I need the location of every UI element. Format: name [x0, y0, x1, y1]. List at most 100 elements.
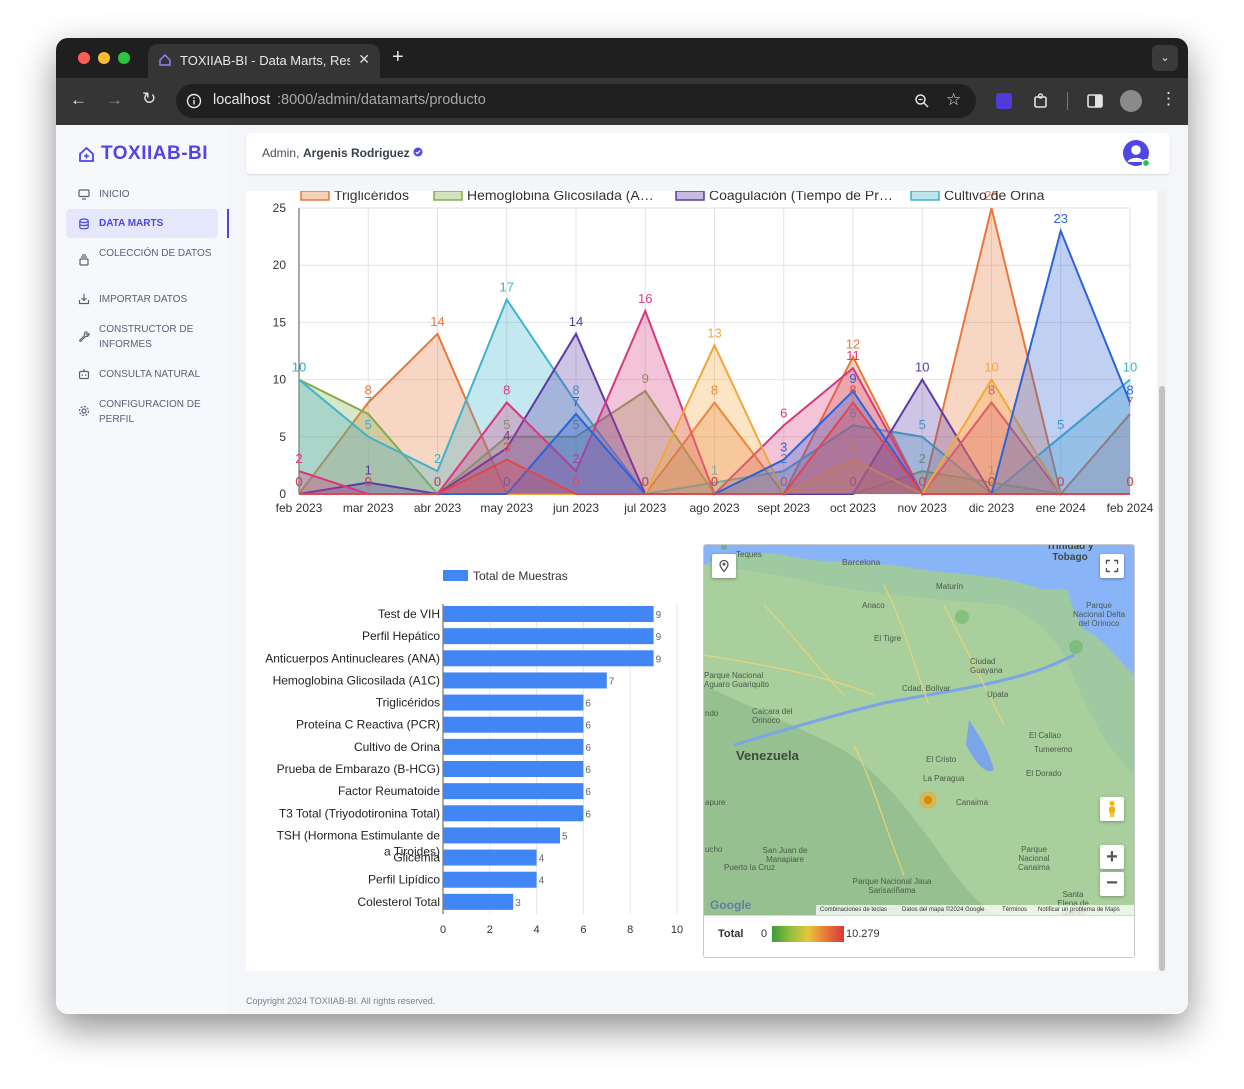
site-info-icon[interactable] [186, 93, 202, 109]
extension-icon[interactable] [996, 93, 1012, 109]
bar-chart: 0 2 4 6 8 10 Total de Muestras 9 Test de VIH 9 Per… [265, 569, 683, 936]
category-label: Factor Reumatoide [338, 784, 440, 798]
address-bar[interactable]: localhost :8000/admin/datamarts/producto… [176, 84, 976, 118]
series-area [299, 208, 1130, 494]
data-label: 0 [365, 474, 372, 489]
map-canvas[interactable] [704, 545, 1134, 915]
maximize-window-button[interactable] [118, 52, 130, 64]
user-avatar-icon[interactable] [1122, 139, 1151, 168]
sidebar-item-configuracion[interactable]: CONFIGURACION DE PERFIL [66, 397, 218, 427]
bookmark-star-icon[interactable]: ☆ [946, 90, 962, 109]
scrollbar-thumb[interactable] [1159, 386, 1165, 971]
map-label: ndo [705, 709, 719, 718]
close-tab-icon[interactable]: ✕ [358, 51, 370, 67]
toolbar-divider [1067, 92, 1068, 110]
data-label: 7 [572, 394, 579, 409]
data-label: 5 [1057, 417, 1064, 432]
data-label: 0 [365, 474, 372, 489]
data-label: 0 [642, 474, 649, 489]
category-label: Glicemia [393, 851, 440, 865]
map-location-button[interactable] [712, 554, 736, 578]
street-view-button[interactable] [1100, 797, 1124, 821]
bar-value-label: 4 [539, 854, 545, 865]
sidebar-item-constructor[interactable]: CONSTRUCTOR DE INFORMES [66, 322, 218, 352]
keyboard-shortcuts-link[interactable]: Combinaciones de teclas [820, 907, 888, 913]
bar-value-label: 9 [656, 654, 662, 665]
data-label: 12 [846, 337, 860, 352]
data-label: 0 [711, 474, 718, 489]
minimize-window-button[interactable] [98, 52, 110, 64]
browser-window: TOXIIAB-BI - Data Marts, Res ✕ + ⌄ ← → ↻… [56, 38, 1188, 1014]
data-label: 0 [1057, 474, 1064, 489]
data-label: 1 [988, 463, 995, 478]
data-label: 0 [988, 474, 995, 489]
x-tick-label: feb 2023 [276, 501, 323, 515]
legend-label: Triglicéridos [334, 191, 409, 203]
terms-link[interactable]: Términos [1002, 907, 1028, 913]
series-area [299, 379, 1130, 494]
map-label: Parque Nacional Delta del Orinoco [1072, 601, 1126, 628]
forward-button[interactable]: → [106, 90, 123, 109]
sidebar-item-data-marts[interactable]: DATA MARTS [66, 209, 218, 238]
menu-kebab-icon[interactable]: ⋮ [1160, 89, 1177, 108]
sidebar-item-importar[interactable]: IMPORTAR DATOS [66, 292, 218, 307]
app-logo[interactable]: TOXIIAB-BI [78, 143, 208, 165]
data-label: 6 [780, 405, 787, 420]
back-button[interactable]: ← [70, 90, 87, 109]
data-label: 10 [984, 360, 998, 375]
bar-value-label: 4 [539, 876, 545, 887]
bot-icon [78, 369, 90, 380]
profile-avatar-icon[interactable] [1120, 90, 1142, 112]
location-pin-icon [719, 559, 729, 573]
category-label: Test de VIH [378, 607, 440, 621]
x-tick-label: oct 2023 [830, 501, 876, 515]
sidebar-item-coleccion[interactable]: COLECCIÓN DE DATOS [66, 246, 218, 276]
data-label: 8 [849, 382, 856, 397]
sidebar-item-inicio[interactable]: INICIO [66, 187, 218, 202]
map-label: Barcelona [842, 557, 881, 567]
data-label: 8 [988, 382, 995, 397]
map-label: San Juan de Manapiare [762, 846, 808, 864]
series-area [299, 345, 1130, 494]
map-label: Canaima [956, 798, 989, 807]
x-tick-label: abr 2023 [414, 501, 462, 515]
data-label: 0 [988, 474, 995, 489]
reload-button[interactable]: ↻ [142, 89, 157, 108]
data-label: 0 [503, 474, 510, 489]
data-label: 0 [1126, 474, 1133, 489]
bar [443, 805, 584, 822]
data-label: 8 [711, 382, 718, 397]
zoom-out-button[interactable]: − [1100, 872, 1124, 896]
data-label: 1 [365, 463, 372, 478]
bar [443, 606, 654, 622]
category-label: TSH (Hormona Estimulante de [277, 828, 441, 842]
report-problem-link[interactable]: Notificar un problema de Maps [1038, 907, 1120, 913]
data-label: 0 [780, 474, 787, 489]
zoom-in-button[interactable]: + [1100, 845, 1124, 869]
monitor-icon [78, 189, 90, 200]
y-tick-label: 25 [273, 201, 287, 215]
fullscreen-button[interactable] [1100, 554, 1124, 578]
x-tick-label: 0 [440, 924, 446, 936]
bar-value-label: 7 [609, 676, 615, 687]
map-label: Teques [736, 550, 762, 559]
data-label: 0 [434, 474, 441, 489]
data-label: 0 [919, 474, 926, 489]
scrollbar-track[interactable] [1158, 191, 1166, 971]
data-label: 0 [1057, 474, 1064, 489]
new-tab-button[interactable]: + [392, 46, 404, 68]
data-label: 9 [849, 371, 856, 386]
bar [443, 783, 584, 800]
zoom-icon[interactable] [914, 93, 930, 109]
data-label: 13 [707, 325, 721, 340]
data-label: 8 [503, 382, 510, 397]
x-tick-label: sept 2023 [757, 501, 810, 515]
side-panel-icon[interactable] [1086, 92, 1104, 110]
category-label: Anticuerpos Antinucleares (ANA) [265, 651, 440, 665]
tab-search-button[interactable]: ⌄ [1152, 45, 1178, 71]
close-window-button[interactable] [78, 52, 90, 64]
puzzle-icon[interactable] [1032, 92, 1050, 110]
data-label: 0 [711, 474, 718, 489]
browser-tab[interactable]: TOXIIAB-BI - Data Marts, Res ✕ [148, 44, 380, 78]
sidebar-item-consulta[interactable]: CONSULTA NATURAL [66, 367, 218, 382]
